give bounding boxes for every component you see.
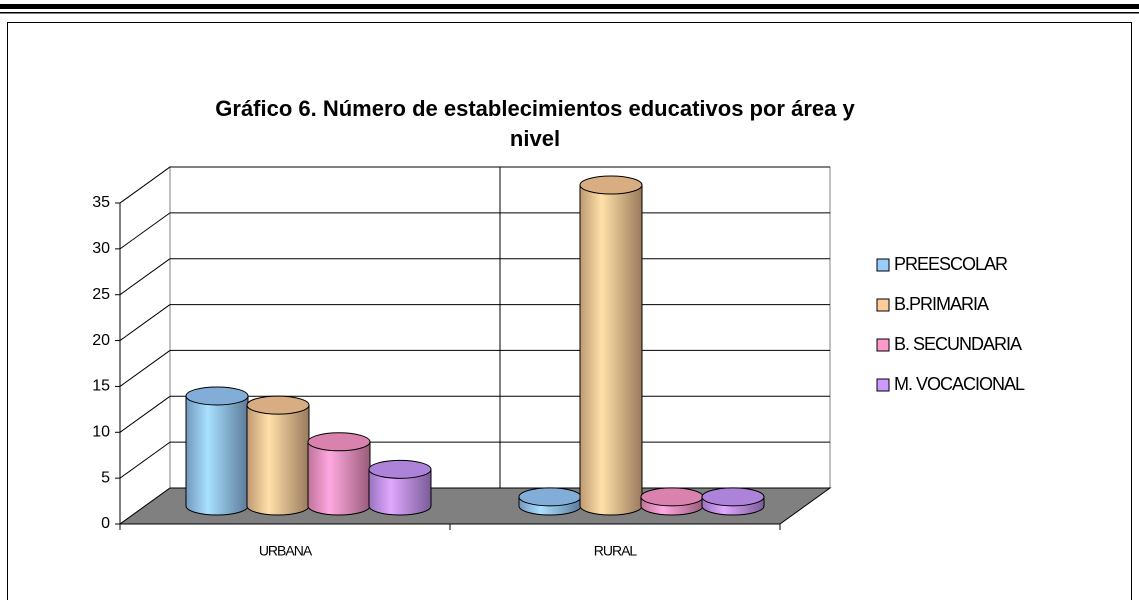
legend-swatch [876,378,890,392]
cylinder [640,487,704,516]
cylinder [246,395,310,516]
cylinder-top [579,175,643,195]
cylinder [579,175,643,516]
cylinder-body [307,441,371,516]
legend-swatch [876,338,890,352]
y-tick-label: 30 [92,240,110,257]
grid-line [119,166,171,204]
cylinder-body [185,395,249,516]
cylinder-body [579,184,643,516]
cylinder-body [246,404,310,516]
cylinder-top [640,487,704,507]
grid-line [119,304,171,341]
x-tick-label: RURAL [594,543,638,559]
legend-swatch [876,258,890,272]
grid-line [119,441,171,479]
cylinder-top [246,395,310,415]
y-tick-label: 5 [101,469,110,486]
cylinder-top [368,459,432,479]
cylinder-top [518,487,582,507]
grid-line [119,350,171,387]
cylinder [307,432,371,516]
legend-label: M. VOCACIONAL [894,374,1025,394]
cylinder-body [368,468,432,516]
grid-line [119,395,171,433]
cylinder [185,386,249,516]
legend-label: PREESCOLAR [894,254,1008,274]
y-tick-label: 10 [92,424,110,441]
grid-line [119,212,171,250]
cylinder-top [185,386,249,406]
title-line: Gráfico 6. Número de establecimientos ed… [215,96,855,121]
cylinder-top [701,487,765,507]
top-rule [0,4,1139,9]
legend-label: B. SECUNDARIA [894,334,1022,354]
grid-line [119,258,171,296]
cylinder-top [307,432,371,452]
title-line: nivel [510,126,560,151]
cylinder [368,459,432,516]
y-tick-label: 15 [92,378,110,395]
legend-label: B.PRIMARIA [894,294,989,314]
y-tick-label: 0 [101,515,110,532]
cylinder [701,487,765,516]
y-tick-label: 20 [92,332,110,349]
left-wall [119,166,171,525]
x-tick-label: URBANA [259,543,313,559]
top-rule-thin [0,12,1139,14]
y-tick-label: 25 [92,286,110,303]
y-tick-label: 35 [92,194,110,211]
cylinder [518,487,582,516]
legend-swatch [876,298,890,312]
chart-title: Gráfico 6. Número de establecimientos ed… [215,96,855,151]
